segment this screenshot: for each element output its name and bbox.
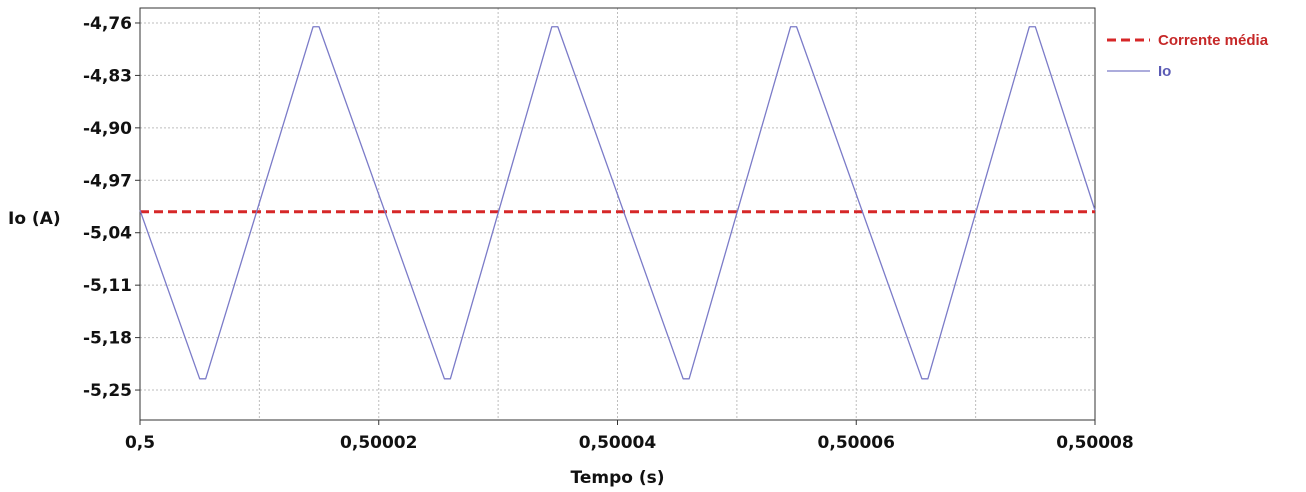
x-tick-label: 0,50006 [818, 433, 895, 453]
y-tick-label: -4,76 [83, 14, 132, 34]
legend-label-corrente-media: Corrente média [1158, 32, 1269, 49]
legend-label-io: Io [1158, 63, 1171, 80]
series-line-io [139, 26, 1096, 380]
y-axis-label: Io (A) [8, 209, 61, 229]
y-tick-label: -5,18 [83, 329, 132, 349]
y-tick-label: -5,04 [83, 224, 132, 244]
x-tick-label: 0,50008 [1056, 433, 1133, 453]
x-tick-label: 0,50004 [579, 433, 657, 453]
y-tick-label: -4,83 [83, 66, 132, 86]
grid-lines [139, 8, 1096, 420]
y-tick-label: -4,97 [83, 171, 132, 191]
x-axis-label: Tempo (s) [570, 468, 664, 488]
y-tick-label: -4,90 [83, 119, 132, 139]
x-tick-label: 0,5 [125, 433, 155, 453]
y-tick-label: -5,11 [83, 276, 132, 296]
x-axis: 0,5 0,50002 0,50004 0,50006 0,50008 [125, 420, 1134, 453]
y-axis: -4,76 -4,83 -4,90 -4,97 -5,04 -5,11 -5,18 -5,25 [83, 14, 140, 401]
x-tick-label: 0,50002 [340, 433, 417, 453]
y-tick-label: -5,25 [83, 381, 132, 401]
legend: Corrente média Io [1107, 32, 1269, 80]
series-layer [139, 26, 1096, 380]
